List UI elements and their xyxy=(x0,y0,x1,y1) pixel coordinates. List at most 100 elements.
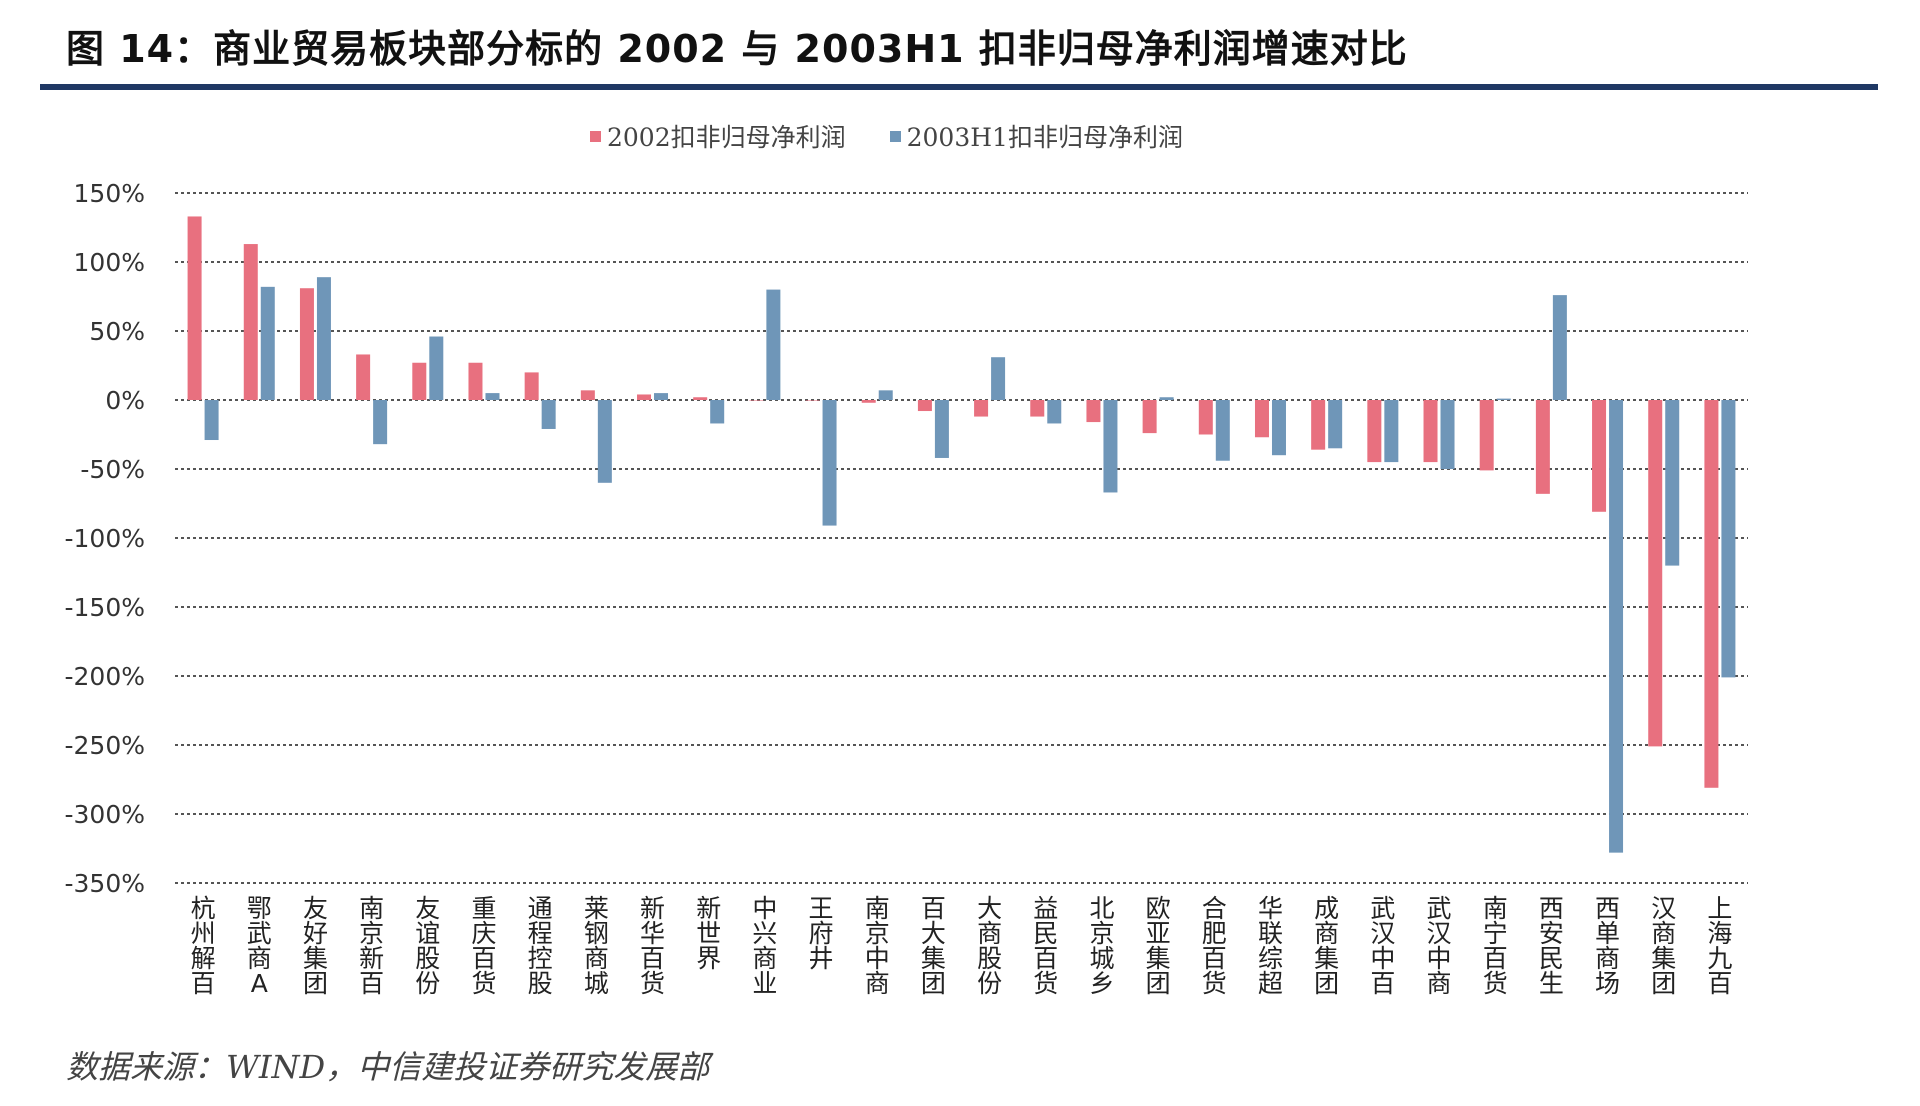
y-tick-label: -50% xyxy=(80,455,145,484)
bar-2002 xyxy=(693,397,708,400)
bar-2002 xyxy=(637,394,652,400)
x-tick-label: 友谊股份 xyxy=(415,894,440,998)
bar-2002 xyxy=(1535,400,1550,494)
x-tick-label: 王府井 xyxy=(809,894,834,973)
y-tick-label: -250% xyxy=(65,731,146,760)
y-tick-label: 150% xyxy=(74,179,145,208)
bar-2003h1 xyxy=(1665,400,1680,566)
bar-2002 xyxy=(187,216,202,400)
bar-2003h1 xyxy=(991,357,1006,400)
bar-2003h1 xyxy=(541,400,556,429)
x-tick-label: 上海九百 xyxy=(1707,894,1732,998)
x-tick-label: 欧亚集团 xyxy=(1146,894,1171,998)
data-source-note: 数据来源：WIND，中信建投证券研究发展部 xyxy=(66,1048,710,1086)
bar-2002 xyxy=(1030,400,1045,417)
bar-2002 xyxy=(1367,400,1382,463)
x-tick-label: 百大集团 xyxy=(921,894,946,998)
bar-2002 xyxy=(805,400,820,401)
x-tick-label: 重庆百货 xyxy=(471,894,496,998)
legend-item-2002: 2002扣非归母净利润 xyxy=(590,118,846,154)
x-tick-label: 中兴商业 xyxy=(752,894,777,998)
x-tick-label: 友好集团 xyxy=(303,894,328,998)
bar-2002 xyxy=(1704,400,1719,788)
bar-2003h1 xyxy=(485,393,500,400)
x-tick-label: 鄂武商 A xyxy=(247,894,272,998)
x-tick-label: 益民百货 xyxy=(1033,894,1058,998)
y-tick-label: -150% xyxy=(65,593,146,622)
legend-item-2003h1: 2003H1扣非归母净利润 xyxy=(889,118,1183,154)
legend-label-2002: 2002扣非归母净利润 xyxy=(607,123,846,152)
bar-2002 xyxy=(861,400,876,403)
chart-title: 图 14：商业贸易板块部分标的 2002 与 2003H1 扣非归母净利润增速对… xyxy=(66,27,1408,71)
legend-label-2003h1: 2003H1扣非归母净利润 xyxy=(906,123,1183,152)
x-tick-label: 成商集团 xyxy=(1314,894,1339,998)
x-tick-label: 西安民生 xyxy=(1539,894,1564,998)
x-tick-label: 杭州解百 xyxy=(191,894,216,998)
bar-2002 xyxy=(1086,400,1101,423)
bar-2003h1 xyxy=(204,400,219,441)
chart-legend: 2002扣非归母净利润 2003H1扣非归母净利润 xyxy=(590,118,1183,154)
x-tick-label: 南宁百货 xyxy=(1483,894,1508,998)
bar-2003h1 xyxy=(1552,295,1567,400)
bar-2003h1 xyxy=(934,400,949,458)
bar-2002 xyxy=(1254,400,1269,438)
bar-2003h1 xyxy=(654,393,669,400)
bar-2002 xyxy=(1311,400,1326,450)
x-tick-label: 通程控股 xyxy=(528,894,553,998)
x-tick-label: 南京新百 xyxy=(359,894,384,998)
y-tick-label: -100% xyxy=(65,524,146,553)
bar-2002 xyxy=(299,288,314,400)
bar-2002 xyxy=(1592,400,1607,512)
y-tick-label: 0% xyxy=(105,386,145,415)
bar-2002 xyxy=(580,390,595,400)
y-tick-label: -350% xyxy=(65,869,146,898)
x-tick-label: 合肥百货 xyxy=(1202,894,1227,998)
bar-2003h1 xyxy=(1328,400,1343,449)
y-tick-label: -200% xyxy=(65,662,146,691)
bar-2003h1 xyxy=(429,336,444,400)
x-tick-label: 莱钢商城 xyxy=(584,894,609,998)
legend-swatch-2002 xyxy=(590,130,601,142)
bar-2003h1 xyxy=(766,289,781,400)
bar-2003h1 xyxy=(1384,400,1399,463)
bar-2003h1 xyxy=(1047,400,1062,424)
bar-2002 xyxy=(412,362,427,400)
y-tick-label: -300% xyxy=(65,800,146,829)
bar-2002 xyxy=(1142,400,1157,434)
bar-2003h1 xyxy=(1609,400,1624,853)
x-tick-label: 武汉中商 xyxy=(1427,894,1452,998)
bar-2003h1 xyxy=(373,400,388,445)
bar-2002 xyxy=(468,362,483,400)
bar-2002 xyxy=(1423,400,1438,463)
bar-2003h1 xyxy=(316,277,331,400)
bar-2003h1 xyxy=(1271,400,1286,456)
bar-2002 xyxy=(1479,400,1494,471)
bar-2003h1 xyxy=(1103,400,1118,493)
legend-swatch-2003h1 xyxy=(889,130,901,142)
bar-2003h1 xyxy=(1159,397,1174,400)
bar-2002 xyxy=(243,244,258,400)
bar-2002 xyxy=(917,400,932,412)
x-tick-label: 大商股份 xyxy=(977,894,1002,998)
x-tick-label: 北京城乡 xyxy=(1089,894,1114,998)
x-tick-label: 南京中商 xyxy=(865,894,890,998)
x-tick-label: 武汉中百 xyxy=(1370,894,1395,998)
x-tick-label: 汉商集团 xyxy=(1651,894,1676,998)
y-tick-label: 100% xyxy=(74,248,145,277)
bar-2002 xyxy=(524,372,539,400)
y-tick-label: 50% xyxy=(89,317,145,346)
bar-2002 xyxy=(1648,400,1663,747)
x-tick-label: 西单商场 xyxy=(1595,894,1620,998)
bar-2002 xyxy=(356,354,371,400)
bar-2003h1 xyxy=(1496,398,1511,400)
bar-2003h1 xyxy=(597,400,612,483)
bar-2003h1 xyxy=(1215,400,1230,461)
x-tick-label: 新华百货 xyxy=(640,894,665,998)
bar-2003h1 xyxy=(260,286,275,400)
title-divider xyxy=(40,84,1878,90)
bar-2002 xyxy=(1198,400,1213,435)
bar-2003h1 xyxy=(822,400,837,526)
bar-2003h1 xyxy=(1440,400,1455,469)
x-tick-label: 华联综超 xyxy=(1258,894,1283,998)
